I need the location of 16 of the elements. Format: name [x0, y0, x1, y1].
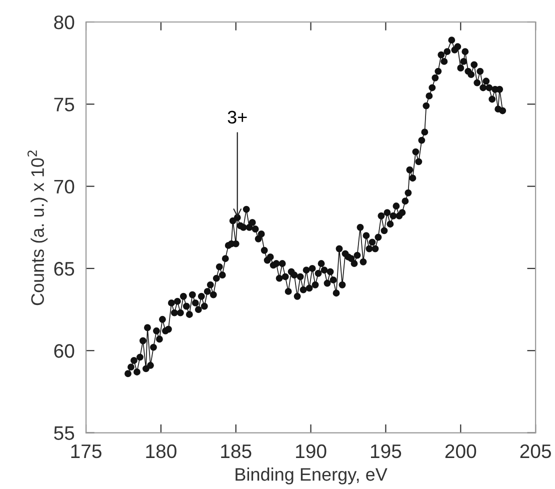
x-tick-label: 200 — [445, 444, 476, 458]
x-axis-title: Binding Energy, eV — [236, 468, 388, 484]
x-tick-label: 205 — [520, 444, 551, 458]
y-tick-label: 60 — [54, 344, 74, 358]
y-tick-label: 80 — [54, 15, 74, 30]
y-tick-label: 75 — [54, 98, 74, 112]
x-tick-label: 180 — [146, 444, 176, 458]
x-tick-label: 185 — [221, 444, 252, 458]
y-tick-label: 55 — [54, 426, 74, 440]
y-tick-label: 65 — [54, 262, 74, 276]
y-axis-title: Counts (a. u.) x 10$^{2}$ — [28, 150, 48, 306]
x-tick-label: 175 — [71, 444, 102, 458]
annotation: 3+ — [228, 110, 247, 124]
x-tick-label: 190 — [296, 444, 326, 458]
x-tick-label: 195 — [370, 444, 402, 458]
y-tick-label: 70 — [54, 180, 74, 194]
